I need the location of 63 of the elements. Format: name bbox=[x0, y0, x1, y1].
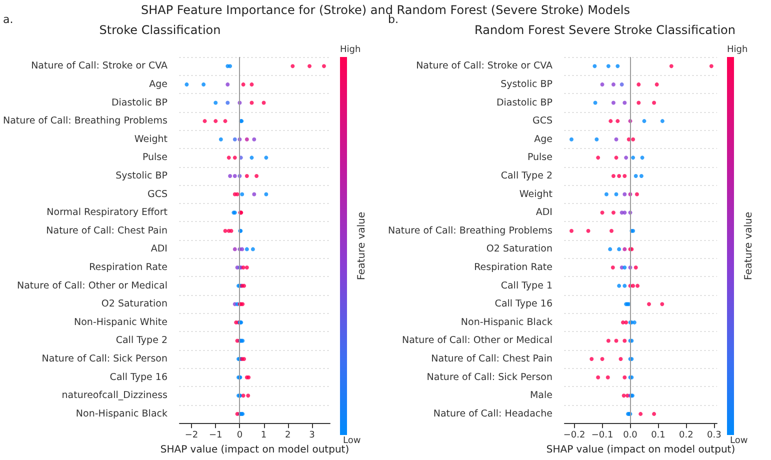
y-tick-label: O2 Saturation bbox=[486, 244, 552, 255]
x-tick-label: −2 bbox=[184, 430, 198, 441]
x-tick-label: 0.1 bbox=[651, 430, 666, 441]
text: Low bbox=[343, 436, 361, 446]
x-tick-label: 0.0 bbox=[623, 430, 638, 441]
y-tick-label: Call Type 2 bbox=[116, 335, 168, 346]
y-tick-label: Nature of Call: Other or Medical bbox=[402, 335, 552, 346]
y-tick-label: Non-Hispanic White bbox=[74, 316, 168, 328]
y-tick-label: Respiration Rate bbox=[89, 262, 168, 274]
y-tick-label: Respiration Rate bbox=[474, 262, 553, 274]
y-tick-label: Diastolic BP bbox=[496, 97, 553, 108]
y-tick-label: Non-Hispanic Black bbox=[76, 408, 168, 420]
y-tick-label: Nature of Call: Sick Person bbox=[42, 354, 168, 365]
y-tick-label: Call Type 16 bbox=[110, 372, 168, 383]
x-tick-label: 0.2 bbox=[679, 430, 694, 441]
y-tick-label: natureofcall_Dizziness bbox=[62, 390, 168, 402]
x-tick-label: −0.2 bbox=[563, 430, 586, 441]
x-tick-label: −0.1 bbox=[591, 430, 614, 441]
y-tick-label: Systolic BP bbox=[116, 170, 168, 182]
y-tick-label: Normal Respiratory Effort bbox=[46, 207, 168, 218]
y-tick-label: Systolic BP bbox=[500, 78, 553, 90]
y-tick-label: Non-Hispanic Black bbox=[460, 316, 553, 328]
x-tick-label: 0.3 bbox=[707, 430, 722, 441]
y-tick-label: Nature of Call: Stroke or CVA bbox=[31, 60, 168, 72]
y-tick-label: Nature of Call: Breathing Problems bbox=[2, 116, 168, 127]
x-tick-label: 3 bbox=[309, 430, 315, 441]
y-tick-label: Nature of Call: Other or Medical bbox=[16, 280, 168, 292]
y-tick-label: Call Type 16 bbox=[494, 298, 552, 310]
y-tick-label: Pulse bbox=[527, 152, 553, 164]
text: a. bbox=[3, 13, 14, 26]
y-tick-label: Call Type 1 bbox=[500, 280, 552, 292]
text: Low bbox=[730, 436, 748, 446]
y-tick-label: Nature of Call: Breathing Problems bbox=[388, 225, 553, 236]
x-tick-label: 0 bbox=[236, 430, 243, 441]
y-tick-label: GCS bbox=[532, 116, 552, 127]
y-tick-label: Male bbox=[530, 390, 553, 402]
y-tick-label: Weight bbox=[134, 134, 168, 145]
x-tick-label: 1 bbox=[260, 430, 267, 441]
y-tick-label: Nature of Call: Chest Pain bbox=[431, 354, 552, 365]
y-tick-label: Call Type 2 bbox=[500, 170, 552, 182]
y-tick-label: ADI bbox=[536, 207, 552, 218]
y-tick-label: Age bbox=[534, 134, 553, 145]
text: High bbox=[340, 45, 361, 55]
chart-subtitle: Stroke Classification bbox=[99, 23, 221, 37]
color-bar-title: Feature value bbox=[744, 212, 754, 280]
y-tick-label: Diastolic BP bbox=[111, 97, 168, 108]
x-axis-title: SHAP value (impact on model output) bbox=[546, 444, 736, 456]
y-tick-label: Nature of Call: Sick Person bbox=[426, 372, 552, 383]
y-tick-label: Weight bbox=[519, 188, 553, 200]
y-tick-label: Nature of Call: Stroke or CVA bbox=[416, 60, 553, 72]
y-tick-label: Nature of Call: Headache bbox=[433, 408, 553, 420]
y-tick-label: O2 Saturation bbox=[101, 298, 168, 310]
chart-title: Random Forest Severe Stroke Classification bbox=[474, 23, 736, 37]
x-tick-label: −1 bbox=[208, 430, 222, 441]
y-tick-label: Nature of Call: Chest Pain bbox=[46, 225, 168, 236]
y-tick-label: Age bbox=[149, 78, 168, 90]
y-tick-label: Pulse bbox=[142, 152, 168, 164]
x-axis-title: SHAP value (impact on model output) bbox=[160, 444, 350, 456]
color-bar-title: Feature value bbox=[356, 212, 368, 280]
x-tick-label: 2 bbox=[284, 430, 291, 441]
text: High bbox=[727, 45, 748, 55]
y-tick-label: GCS bbox=[147, 188, 168, 200]
y-tick-label: ADI bbox=[150, 244, 168, 255]
